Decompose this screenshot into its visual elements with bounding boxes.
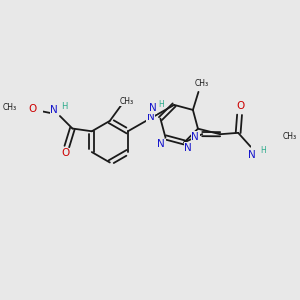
Text: N: N (148, 103, 156, 113)
Text: H: H (260, 146, 266, 155)
Text: CH₃: CH₃ (194, 79, 208, 88)
Text: CH₃: CH₃ (3, 103, 17, 112)
Text: N: N (191, 132, 199, 142)
Text: O: O (237, 101, 245, 112)
Text: CH₃: CH₃ (282, 133, 296, 142)
Polygon shape (260, 151, 272, 158)
Text: H: H (158, 100, 164, 109)
Text: N: N (158, 139, 165, 149)
Text: N: N (184, 143, 192, 153)
Text: N: N (147, 112, 154, 122)
Text: O: O (61, 148, 70, 158)
Text: O: O (28, 104, 36, 114)
Text: CH₃: CH₃ (119, 97, 134, 106)
Text: H: H (61, 102, 67, 111)
Text: N: N (248, 150, 256, 160)
Text: N: N (50, 106, 58, 116)
